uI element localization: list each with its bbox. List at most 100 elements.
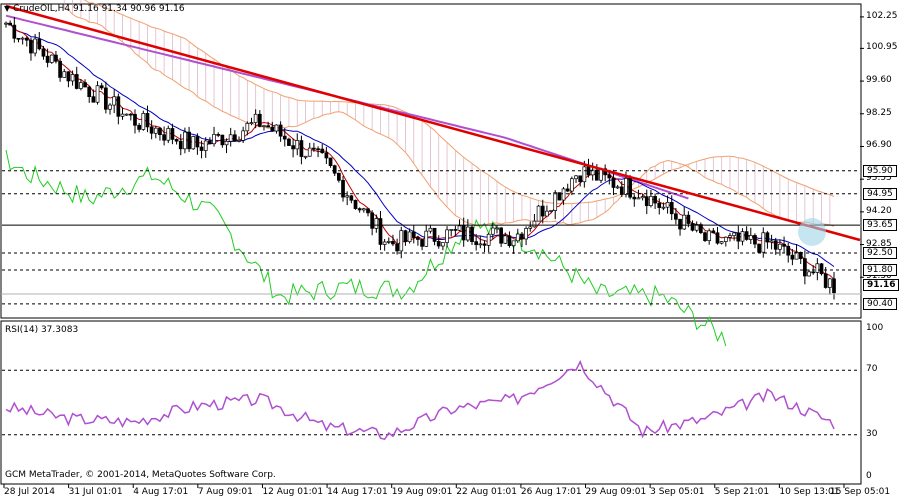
candle-body: [237, 140, 241, 142]
dropdown-arrow-icon[interactable]: ▼: [4, 4, 11, 13]
candle-body: [511, 240, 516, 246]
candle-body: [503, 235, 508, 244]
candle-body: [570, 178, 574, 192]
candle-body: [66, 71, 71, 82]
candle-body: [719, 241, 724, 244]
candle-body: [49, 54, 54, 63]
candle-body: [378, 218, 383, 245]
candle-body: [457, 225, 462, 231]
candle-body: [324, 152, 329, 159]
candle-body: [794, 252, 799, 260]
time-tick-label: 29 Aug 09:01: [585, 487, 647, 497]
candle-body: [532, 220, 537, 228]
candle-body: [58, 60, 62, 78]
candle-body: [449, 229, 454, 231]
candle-body: [332, 165, 337, 174]
candle-body: [120, 113, 125, 117]
candle-body: [499, 227, 503, 244]
candle-body: [753, 235, 757, 245]
candle-body: [224, 140, 229, 146]
candle-body: [33, 38, 37, 54]
level-label: 91.80: [863, 263, 897, 276]
candle-body: [574, 175, 578, 180]
level-label: 93.65: [863, 219, 897, 232]
candle-body: [166, 128, 171, 141]
candle-body: [395, 243, 399, 252]
candle-body: [553, 192, 558, 211]
candle-body: [399, 230, 404, 252]
candle-body: [291, 145, 295, 150]
candle-body: [540, 205, 545, 217]
rsi-chart-frame: [0, 320, 862, 485]
price-tick-label: 96.90: [866, 140, 892, 151]
price-tick-label: 92.85: [866, 238, 892, 249]
rsi-line: [5, 359, 835, 441]
candlestick-series: [4, 16, 836, 300]
candle-body: [474, 241, 479, 246]
candle-body: [299, 140, 304, 157]
candle-body: [278, 124, 283, 137]
candle-body: [170, 128, 175, 140]
candle-body: [353, 199, 358, 209]
candle-body: [145, 113, 150, 128]
time-tick-label: 19 Aug 09:01: [391, 487, 453, 497]
candle-body: [640, 196, 645, 199]
candle-body: [249, 122, 254, 124]
price-tick-label: 102.25: [866, 10, 898, 21]
candle-body: [195, 136, 200, 148]
candle-body: [370, 212, 375, 229]
candle-body: [99, 85, 104, 89]
rsi-tick-label: 70: [866, 364, 878, 375]
candle-body: [12, 24, 17, 39]
candle-body: [453, 229, 458, 231]
candle-body: [282, 135, 287, 140]
candle-body: [162, 134, 166, 141]
candle-body: [187, 131, 191, 150]
candle-body: [270, 126, 275, 132]
ichimoku-cloud: [63, 0, 835, 227]
candle-body: [133, 113, 137, 126]
candle-body: [769, 240, 774, 243]
candle-body: [607, 174, 612, 179]
candle-body: [361, 208, 366, 211]
candle-body: [615, 186, 620, 189]
price-axis: [860, 16, 864, 278]
level-label: 92.50: [863, 247, 897, 260]
candle-body: [661, 206, 666, 209]
candle-body: [257, 113, 262, 127]
candle-body: [137, 124, 141, 130]
candle-body: [303, 155, 308, 158]
time-axis: [3, 484, 845, 488]
candle-body: [436, 241, 441, 247]
candle-body: [386, 241, 391, 243]
candle-body: [636, 197, 641, 200]
candle-body: [341, 179, 345, 198]
candle-body: [565, 188, 570, 192]
candle-body: [682, 214, 687, 230]
candle-body: [649, 196, 653, 207]
price-tick-label: 99.60: [866, 75, 892, 86]
candle-body: [690, 223, 695, 231]
time-tick-label: 14 Aug 17:01: [327, 487, 388, 497]
candle-body: [54, 54, 58, 62]
copyright-text: GCM MetaTrader, © 2001-2014, MetaQuotes …: [5, 470, 276, 480]
candle-body: [703, 232, 707, 241]
candle-body: [790, 254, 795, 260]
current-price-label: 91.16: [863, 279, 900, 292]
candle-body: [803, 258, 807, 277]
candle-body: [441, 242, 445, 247]
time-tick-label: 22 Aug 01:01: [456, 487, 517, 497]
candle-body: [357, 208, 362, 211]
time-tick-label: 15 Sep 05:01: [830, 487, 891, 497]
candle-body: [212, 134, 216, 145]
candle-body: [287, 138, 291, 146]
trendline[interactable]: [5, 4, 861, 242]
candle-body: [158, 127, 162, 135]
candle-body: [366, 208, 370, 214]
candle-body: [428, 227, 433, 232]
candle-body: [773, 240, 778, 250]
candle-body: [91, 96, 96, 103]
candle-body: [611, 177, 616, 188]
